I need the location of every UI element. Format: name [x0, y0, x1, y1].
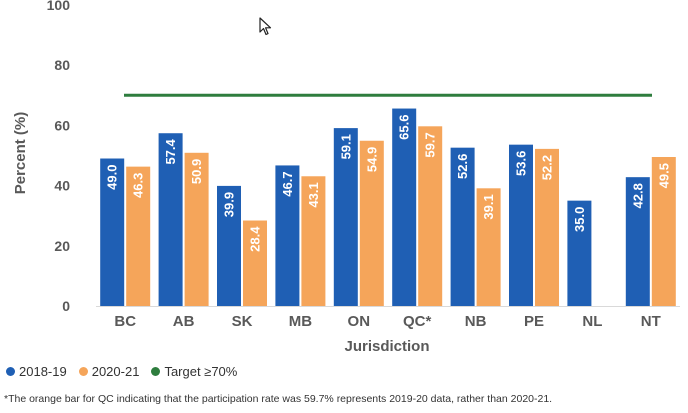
x-tick-label: QC*	[403, 313, 432, 330]
data-label: 49.0	[105, 165, 120, 190]
x-tick-label: AB	[173, 313, 195, 330]
bar-2018-19-SK	[217, 185, 241, 306]
bar-2018-19-ON	[333, 128, 358, 306]
bar-2020-21-PE	[535, 148, 559, 306]
bar-2020-21-QC*	[418, 126, 443, 306]
chart-footnote: *The orange bar for QC indicating that t…	[4, 393, 553, 405]
x-tick-label: SK	[232, 313, 253, 330]
data-label: 49.5	[656, 163, 671, 188]
bar-2018-19-QC*	[392, 108, 417, 306]
bar-2018-19-BC	[100, 158, 125, 306]
x-tick-label: NT	[641, 313, 661, 330]
data-label: 43.1	[306, 182, 321, 207]
y-tick-label: 0	[62, 298, 70, 314]
x-tick-label: NL	[582, 313, 602, 330]
legend-label-target: Target ≥70%	[164, 364, 238, 379]
x-tick-label: MB	[289, 313, 312, 330]
legend-item-target: Target ≥70%	[151, 364, 237, 379]
bar-2020-21-SK	[243, 220, 267, 306]
bar-2020-21-MB	[301, 176, 326, 306]
data-label: 42.8	[630, 183, 645, 208]
data-label: 46.3	[131, 173, 146, 198]
chart-legend: 2018-19 2020-21 Target ≥70%	[6, 364, 249, 379]
data-label: 28.4	[248, 226, 263, 252]
x-axis: BC AB SK MB ON QC* NB PE NL NT	[96, 306, 680, 330]
data-label: 52.2	[540, 155, 555, 180]
y-tick-label: 80	[54, 57, 70, 73]
y-tick-label: 100	[47, 0, 71, 13]
legend-label-2020-21: 2020-21	[91, 364, 140, 379]
bar-2018-19-AB	[158, 133, 183, 306]
bar-2018-19-NL	[567, 200, 592, 306]
data-label: 54.9	[364, 147, 379, 172]
legend-swatch-2018-19	[6, 367, 15, 376]
data-label: 50.9	[189, 159, 204, 184]
bar-2020-21-BC	[126, 166, 151, 306]
bar-2020-21-ON	[359, 140, 384, 306]
data-label: 65.6	[397, 115, 412, 140]
data-label: 46.7	[280, 171, 295, 196]
legend-label-2018-19: 2018-19	[19, 364, 67, 379]
legend-swatch-target	[151, 367, 161, 376]
data-label: 59.1	[338, 134, 353, 159]
bars: 49.0 46.3 57.4 50.9 39.9 28.4 46.7 43.1 59.1 54.9…	[100, 108, 676, 306]
data-label: 35.0	[572, 207, 587, 232]
legend-item-2018-19: 2018-19	[6, 364, 67, 379]
data-label: 39.9	[222, 192, 237, 217]
x-tick-label: ON	[348, 313, 371, 330]
x-tick-label: BC	[114, 313, 136, 330]
x-tick-label: NB	[465, 313, 487, 330]
data-label: 39.1	[481, 194, 496, 219]
mouse-cursor-icon	[259, 17, 272, 36]
y-tick-label: 20	[54, 238, 70, 254]
y-tick-label: 40	[54, 178, 70, 194]
bar-2018-19-PE	[509, 144, 533, 306]
bar-2020-21-AB	[184, 152, 209, 306]
legend-item-2020-21: 2020-21	[78, 364, 140, 379]
data-label: 53.6	[514, 151, 529, 176]
bar-2018-19-MB	[275, 165, 300, 306]
x-axis-title: Jurisdiction	[344, 338, 429, 355]
bar-2020-21-NB	[476, 188, 501, 306]
data-label: 59.7	[423, 132, 438, 157]
bar-2018-19-NT	[625, 177, 650, 306]
data-label: 52.6	[455, 154, 470, 179]
data-label: 57.4	[163, 138, 178, 164]
y-axis: 0 20 40 60 80 100	[47, 0, 71, 314]
bar-2018-19-NB	[450, 147, 475, 306]
legend-swatch-2020-21	[78, 367, 88, 376]
y-tick-label: 60	[54, 117, 70, 133]
y-axis-title: Percent (%)	[12, 112, 29, 195]
x-tick-label: PE	[524, 313, 544, 330]
bar-2020-21-NT	[651, 157, 676, 306]
